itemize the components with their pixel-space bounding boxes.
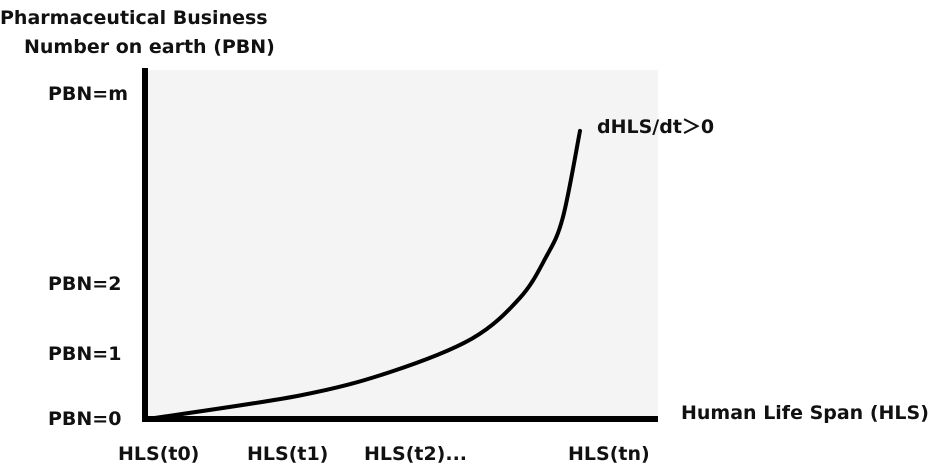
pbn-growth-curve	[146, 128, 582, 421]
plot-area	[146, 70, 658, 420]
derivative-annotation: dHLS/dt＞0	[597, 116, 714, 138]
y-axis-label-line2: Number on earth (PBN)	[24, 36, 275, 58]
y-tick-label: PBN=m	[48, 83, 128, 105]
x-tick-label: HLS(t1)	[247, 443, 328, 465]
x-axis-label: Human Life Span (HLS)	[681, 402, 929, 424]
y-tick-label: PBN=2	[48, 273, 121, 295]
y-tick-label: PBN=0	[48, 408, 121, 430]
x-tick-label: HLS(tn)	[568, 443, 650, 465]
x-tick-label: HLS(t2)...	[364, 443, 467, 465]
x-tick-label: HLS(t0)	[118, 443, 199, 465]
y-axis-label-line1: Pharmaceutical Business	[0, 7, 268, 29]
y-tick-label: PBN=1	[48, 343, 121, 365]
